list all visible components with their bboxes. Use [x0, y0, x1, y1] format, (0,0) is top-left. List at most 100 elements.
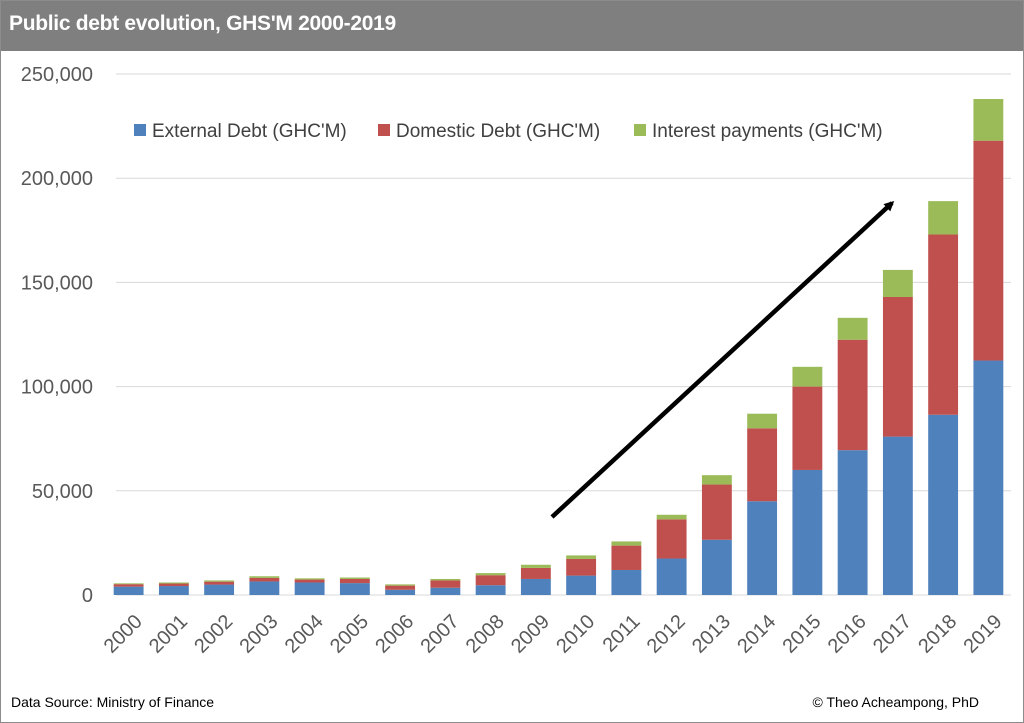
- bar-2005-series-0: [339, 583, 370, 595]
- bar-2000-series-2: [113, 583, 144, 585]
- x-tick-label-2011: 2011: [599, 611, 645, 657]
- chart-svg: 0 50,000 100,000 150,000 200,000 250,000 2000…: [21, 64, 1011, 658]
- bar-2013-series-0: [701, 539, 732, 595]
- bar-2000-series-0: [113, 586, 144, 595]
- x-tick-label-2014: 2014: [733, 611, 780, 658]
- x-tick-label-2016: 2016: [824, 611, 871, 658]
- bar-2017-series-2: [882, 269, 913, 297]
- bar-2018-series-2: [928, 201, 959, 235]
- x-tick-label-2018: 2018: [914, 611, 961, 658]
- bar-2017-series-1: [882, 296, 913, 437]
- bar-2011-series-2: [611, 541, 642, 546]
- x-tick-label-2001: 2001: [145, 611, 192, 658]
- x-tick-label-2013: 2013: [688, 611, 735, 658]
- data-source-note: Data Source: Ministry of Finance: [11, 694, 215, 710]
- bar-2010-series-1: [566, 558, 597, 576]
- x-tick-label-2012: 2012: [643, 611, 690, 658]
- bar-2009-series-2: [520, 564, 551, 568]
- bar-2000-series-1: [113, 584, 144, 587]
- y-tick-label-4: 200,000: [21, 168, 93, 190]
- bar-2015-series-1: [792, 386, 823, 470]
- bar-2015-series-2: [792, 366, 823, 387]
- bar-2006-series-2: [385, 584, 416, 586]
- bar-2011-series-0: [611, 569, 642, 595]
- bar-2009-series-1: [520, 567, 551, 579]
- x-tick-label-2005: 2005: [326, 611, 373, 658]
- bar-2003-series-2: [249, 576, 280, 578]
- bar-2011-series-1: [611, 545, 642, 570]
- x-tick-label-2003: 2003: [236, 611, 283, 658]
- bar-2007-series-0: [430, 587, 461, 595]
- bar-2018-series-0: [928, 414, 959, 595]
- bar-2005-series-1: [339, 578, 370, 584]
- bar-2016-series-1: [837, 339, 868, 451]
- bar-2019-series-1: [973, 140, 1004, 361]
- bar-2012-series-1: [656, 519, 687, 559]
- bar-2013-series-1: [701, 484, 732, 540]
- bar-2002-series-1: [204, 581, 235, 585]
- bar-2001-series-1: [158, 583, 189, 587]
- bar-2008-series-2: [475, 573, 506, 576]
- legend-swatch-2: [634, 124, 646, 136]
- bar-2013-series-2: [701, 475, 732, 485]
- bar-2006-series-0: [385, 589, 416, 595]
- x-tick-label-2000: 2000: [100, 611, 147, 658]
- title-bar: Public debt evolution, GHS'M 2000-2019: [1, 1, 1023, 51]
- legend-label-0: External Debt (GHC'M): [152, 121, 347, 142]
- bar-2012-series-0: [656, 558, 687, 595]
- y-tick-label-1: 50,000: [32, 481, 93, 503]
- bar-2012-series-2: [656, 514, 687, 520]
- bar-2002-series-2: [204, 580, 235, 582]
- x-tick-label-2015: 2015: [779, 611, 826, 658]
- bar-2008-series-1: [475, 575, 506, 586]
- x-tick-label-2004: 2004: [281, 611, 328, 658]
- bar-2014-series-1: [747, 428, 778, 502]
- bar-2007-series-2: [430, 578, 461, 581]
- x-tick-label-2002: 2002: [190, 611, 237, 658]
- trend-arrow: [550, 200, 895, 519]
- y-tick-label-3: 150,000: [21, 272, 93, 294]
- bar-2010-series-2: [566, 555, 597, 559]
- x-tick-label-2008: 2008: [462, 611, 509, 658]
- bar-2002-series-0: [204, 584, 235, 595]
- y-axis-tick-labels: 0 50,000 100,000 150,000 200,000 250,000: [21, 64, 93, 607]
- legend-swatch-0: [134, 124, 146, 136]
- bar-2004-series-0: [294, 582, 325, 595]
- x-tick-label-2017: 2017: [869, 611, 916, 658]
- bar-2004-series-2: [294, 578, 325, 580]
- x-tick-label-2019: 2019: [960, 611, 1007, 658]
- x-axis-tick-labels: 2000200120022003200420052006200720082009…: [100, 611, 1007, 658]
- y-tick-label-2: 100,000: [21, 377, 93, 399]
- author-credit: © Theo Acheampong, PhD: [812, 694, 980, 710]
- bar-2016-series-0: [837, 450, 868, 595]
- y-tick-label-5: 250,000: [21, 64, 93, 86]
- grid-lines: [116, 73, 1011, 596]
- bar-2007-series-1: [430, 580, 461, 588]
- bar-2017-series-0: [882, 436, 913, 595]
- legend-label-2: Interest payments (GHC'M): [652, 121, 883, 142]
- x-tick-label-2009: 2009: [507, 611, 554, 658]
- chart-title: Public debt evolution, GHS'M 2000-2019: [9, 12, 396, 35]
- bar-2003-series-0: [249, 581, 280, 595]
- legend-swatch-1: [378, 124, 390, 136]
- x-tick-label-2007: 2007: [417, 611, 464, 658]
- y-tick-label-0: 0: [82, 585, 93, 607]
- x-tick-label-2006: 2006: [371, 611, 418, 658]
- bar-2019-series-2: [973, 99, 1004, 141]
- bar-2014-series-2: [747, 413, 778, 429]
- bar-2018-series-1: [928, 234, 959, 415]
- bar-2005-series-2: [339, 577, 370, 579]
- bar-2001-series-2: [158, 582, 189, 584]
- legend-label-1: Domestic Debt (GHC'M): [396, 121, 600, 142]
- bar-2004-series-1: [294, 579, 325, 583]
- x-tick-label-2010: 2010: [552, 611, 599, 658]
- bar-2003-series-1: [249, 577, 280, 582]
- bar-2010-series-0: [566, 575, 597, 595]
- bar-2016-series-2: [837, 317, 868, 340]
- bar-2019-series-0: [973, 360, 1004, 595]
- bar-2014-series-0: [747, 501, 778, 595]
- bar-2009-series-0: [520, 578, 551, 595]
- legend: External Debt (GHC'M) Domestic Debt (GHC'…: [134, 121, 883, 142]
- bar-2008-series-0: [475, 585, 506, 595]
